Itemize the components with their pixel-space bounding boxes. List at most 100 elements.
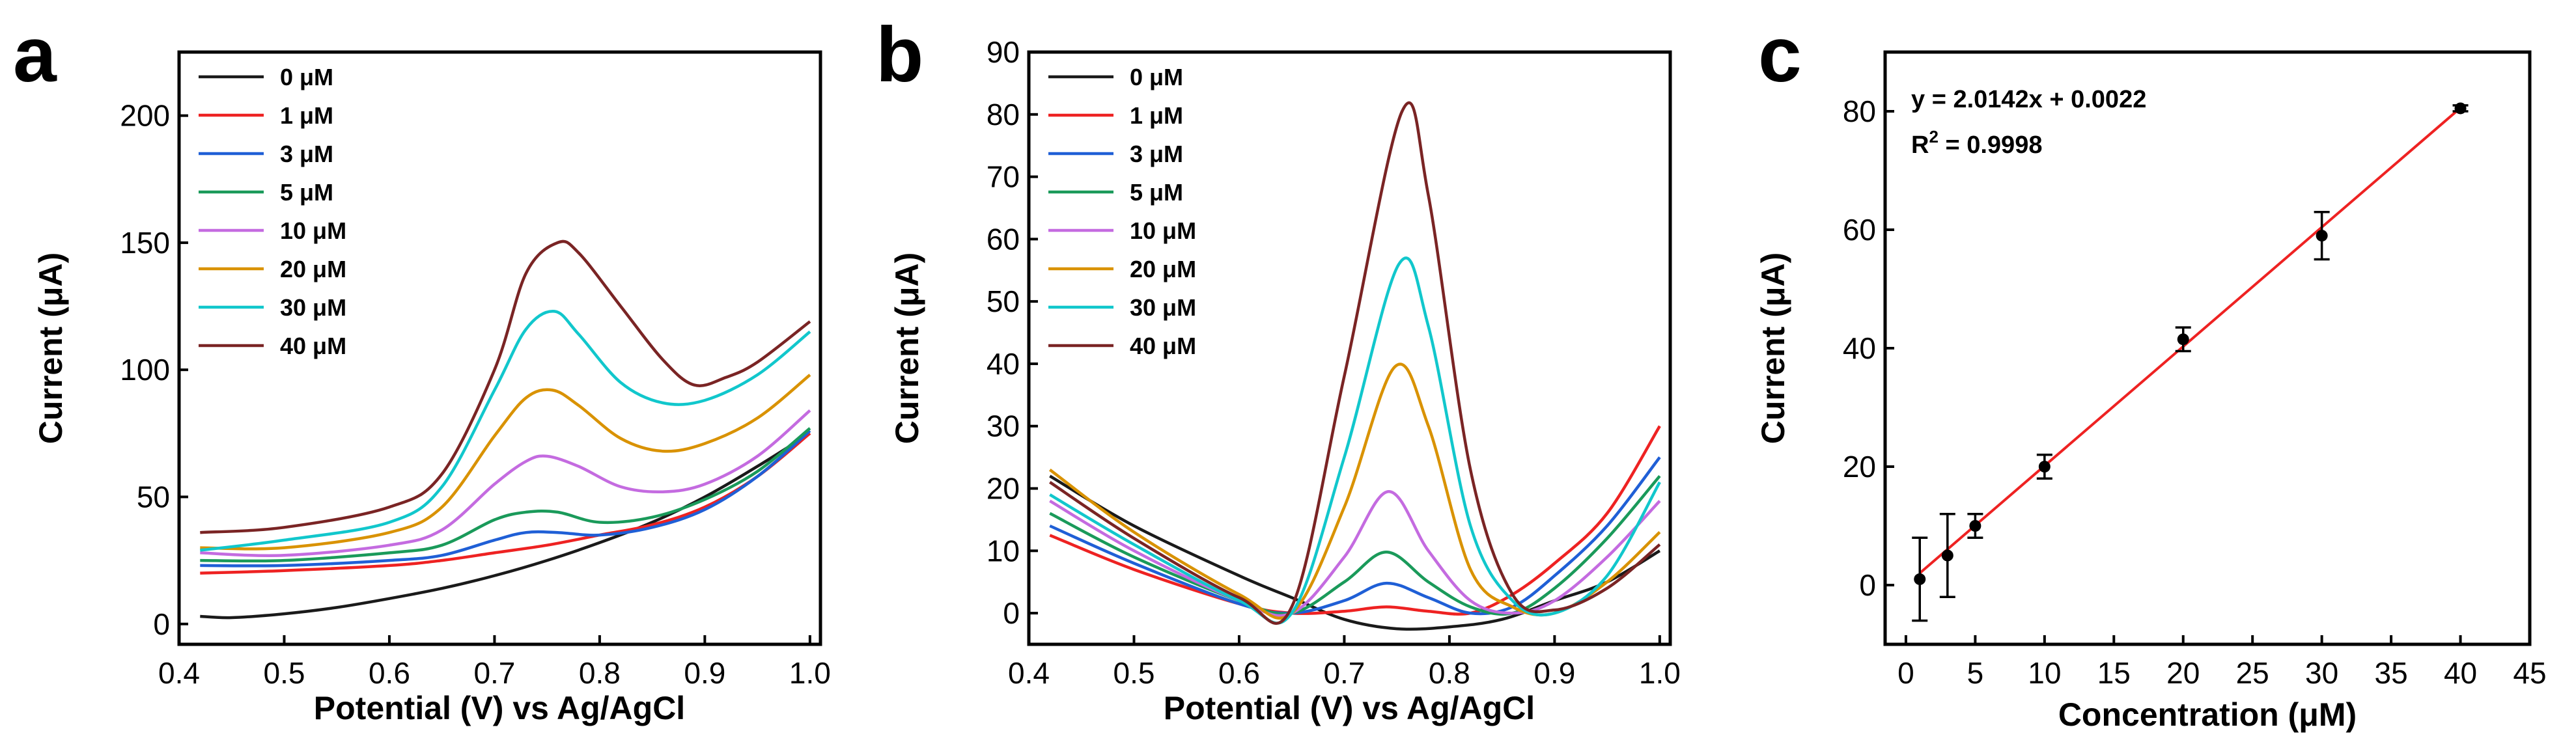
x-tick-label: 45 [2513, 656, 2546, 690]
x-tick-label: 0.8 [1429, 656, 1470, 690]
panel-c-y-axis: 0 20 40 60 80 [1843, 94, 1894, 602]
x-tick-label: 0.6 [369, 656, 410, 690]
y-tick-label: 30 [987, 409, 1020, 443]
panel-b-y-axis: 0 10 20 30 40 50 60 70 80 90 [987, 35, 1038, 630]
legend-label: 10 μM [1130, 217, 1196, 244]
panel-b-x-label: Potential (V) vs Ag/AgCl [1164, 690, 1535, 726]
y-tick-label: 60 [987, 222, 1020, 256]
data-point [2454, 102, 2467, 115]
panel-c-r2-sup: 2 [1929, 127, 1938, 146]
legend-label: 3 μM [280, 141, 333, 167]
legend-label: 40 μM [280, 333, 346, 359]
panel-a-legend: 0 μM 1 μM 3 μM 5 μM 10 μM 20 μM 30 μM 40 μM [199, 64, 346, 359]
panel-a-curves [200, 240, 811, 620]
series-line [200, 430, 811, 568]
panel-c-label: c [1758, 11, 1802, 98]
x-tick-label: 15 [2097, 656, 2131, 690]
x-tick-label: 0.6 [1218, 656, 1260, 690]
y-tick-label: 40 [1843, 331, 1876, 365]
panel-b-plot-frame [1027, 50, 1672, 646]
x-tick-label: 0.5 [1113, 656, 1155, 690]
x-tick-label: 1.0 [1639, 656, 1681, 690]
legend-label: 0 μM [280, 64, 333, 90]
panel-c-points [1912, 102, 2469, 622]
legend-label: 1 μM [280, 102, 333, 129]
x-tick-label: 5 [1967, 656, 1984, 690]
data-point [2316, 230, 2328, 242]
data-point [1941, 549, 1953, 562]
panel-c-x-axis: 0 5 10 15 20 25 30 35 40 45 [1897, 635, 2547, 690]
series-line [200, 409, 811, 558]
panel-b: b 0 10 20 30 40 50 60 70 80 90 0.4 0.5 0.6 0.7 0.8 0.9… [876, 11, 1681, 726]
panel-c-r2-label: R [1911, 131, 1929, 159]
x-tick-label: 40 [2444, 656, 2477, 690]
panel-a-x-label: Potential (V) vs Ag/AgCl [314, 690, 685, 726]
series-line [1049, 456, 1661, 616]
legend-label: 3 μM [1130, 141, 1183, 167]
series-line [1049, 474, 1661, 631]
x-tick-label: 0.4 [158, 656, 200, 690]
x-tick-label: 30 [2305, 656, 2338, 690]
x-tick-label: 20 [2166, 656, 2200, 690]
y-tick-label: 90 [987, 35, 1020, 69]
panel-a-y-axis: 0 50 100 150 200 [120, 99, 188, 641]
x-tick-label: 10 [2028, 656, 2061, 690]
legend-label: 20 μM [280, 256, 346, 282]
y-tick-label: 20 [987, 472, 1020, 506]
x-tick-label: 0.8 [579, 656, 621, 690]
y-tick-label: 200 [120, 99, 170, 133]
y-tick-label: 50 [137, 480, 170, 513]
y-tick-label: 40 [987, 347, 1020, 381]
legend-label: 30 μM [1130, 294, 1196, 321]
legend-label: 5 μM [1130, 179, 1183, 206]
y-tick-label: 80 [987, 98, 1020, 131]
panel-a-x-axis: 0.4 0.5 0.6 0.7 0.8 0.9 1.0 [158, 635, 831, 690]
x-tick-label: 0.9 [1533, 656, 1575, 690]
fit-line [1918, 107, 2461, 575]
legend-label: 0 μM [1130, 64, 1183, 90]
legend-label: 20 μM [1130, 256, 1196, 282]
series-line [1049, 474, 1661, 616]
x-tick-label: 0.5 [263, 656, 305, 690]
panel-b-legend: 0 μM 1 μM 3 μM 5 μM 10 μM 20 μM 30 μM 40 μM [1048, 64, 1196, 359]
data-point [1914, 573, 1926, 585]
panel-b-y-label: Current (μA) [889, 253, 925, 444]
y-tick-label: 0 [153, 607, 170, 641]
legend-label: 40 μM [1130, 333, 1196, 359]
legend-label: 10 μM [280, 217, 346, 244]
panel-c: c 0 20 40 60 80 0 5 10 15 20 25 30 35 40 45 y = 2.014… [1755, 11, 2547, 733]
series-line [1049, 256, 1661, 625]
data-point [1969, 520, 1981, 532]
x-tick-label: 35 [2375, 656, 2408, 690]
x-tick-label: 0.7 [1323, 656, 1365, 690]
panel-c-x-label: Concentration (μM) [2058, 696, 2357, 733]
panel-a-plot-frame [177, 50, 822, 646]
series-line [200, 432, 811, 575]
data-point [2177, 333, 2189, 346]
panel-c-r2: R2 = 0.9998 [1911, 127, 2042, 159]
legend-label: 5 μM [280, 179, 333, 206]
panel-b-x-axis: 0.4 0.5 0.6 0.7 0.8 0.9 1.0 [1008, 635, 1681, 690]
panel-c-fit [1918, 107, 2461, 575]
y-tick-label: 0 [1003, 596, 1020, 630]
x-tick-label: 0 [1897, 656, 1914, 690]
y-tick-label: 150 [120, 226, 170, 260]
x-tick-label: 0.9 [684, 656, 725, 690]
x-tick-label: 0.7 [473, 656, 515, 690]
series-line [200, 240, 811, 534]
legend-label: 1 μM [1130, 102, 1183, 129]
y-tick-label: 20 [1843, 450, 1876, 484]
x-tick-label: 25 [2236, 656, 2269, 690]
series-line [1048, 363, 1661, 620]
x-tick-label: 1.0 [789, 656, 831, 690]
panel-c-r2-value: = 0.9998 [1939, 131, 2043, 159]
series-line [1049, 490, 1661, 618]
panel-b-curves [1048, 101, 1661, 631]
series-line [1049, 101, 1661, 625]
panel-a: a 0 50 100 150 200 0.4 0.5 0.6 0.7 0.8 0.9 1.0 0 μ… [13, 11, 831, 726]
y-tick-label: 0 [1859, 568, 1876, 602]
series-line [200, 431, 811, 620]
y-tick-label: 50 [987, 284, 1020, 318]
panel-a-label: a [13, 11, 57, 98]
